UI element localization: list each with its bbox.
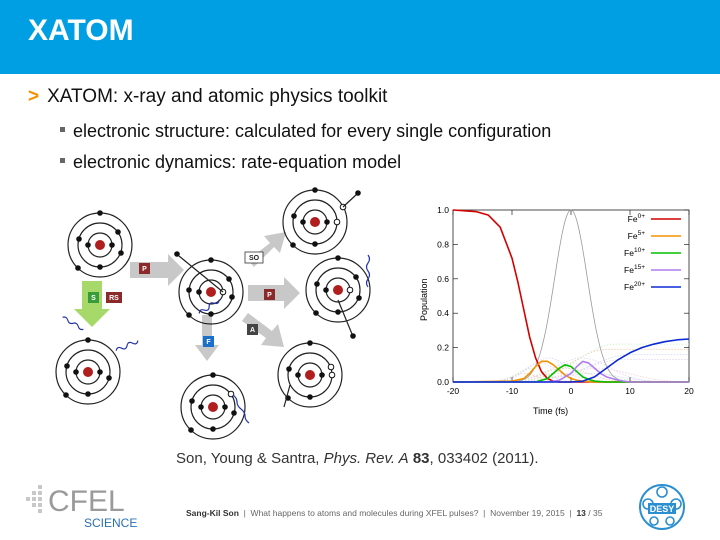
x-axis-label: Time (fs) (533, 406, 568, 416)
label-box-f (203, 336, 214, 347)
label-a: A (250, 327, 255, 334)
label-s: S (91, 295, 96, 302)
cfel-logo: CFEL SCIENCE (26, 485, 137, 530)
citation-rest: , 033402 (2011). (429, 450, 539, 467)
y-tick-label: 0.0 (437, 377, 449, 387)
x-tick-label: -20 (447, 386, 460, 396)
bullet-square-icon (60, 157, 65, 163)
label-box-a (247, 324, 258, 335)
footer-talk: What happens to atoms and molecules duri… (250, 508, 479, 518)
photon-wave-s (62, 316, 84, 331)
arrow-a-downright (242, 313, 284, 347)
series-lines (452, 209, 690, 383)
series-line-3 (453, 360, 689, 383)
label-so: SO (249, 255, 260, 262)
bullet-item: electronic structure: calculated for eve… (60, 121, 551, 142)
x-tick-label: 20 (684, 386, 694, 396)
label-f: F (206, 339, 211, 346)
legend: Fe0+ Fe5+ Fe10+ Fe15+ Fe20+ (624, 213, 681, 292)
footer-author: Sang-Kil Son (186, 508, 239, 518)
x-tick-label: 10 (625, 386, 635, 396)
desy-logo: DESY (639, 484, 685, 530)
atomic-process-diagram: P S RS SO P A F (55, 187, 371, 440)
bullet-text: electronic structure: calculated for eve… (73, 121, 552, 141)
label-box-p2 (264, 289, 275, 300)
title-bar: XATOM (0, 0, 720, 74)
bullet-item: electronic dynamics: rate-equation model (60, 152, 401, 173)
footer: Sang-Kil Son | What happens to atoms and… (186, 508, 603, 518)
photon-wave (198, 299, 220, 314)
atom-auger (277, 340, 343, 408)
atom-relaxed (55, 337, 121, 405)
footer-total: 35 (593, 508, 603, 518)
legend-label: Fe0+ (628, 213, 646, 224)
atom-initial (67, 210, 133, 278)
topline-text: XATOM: x-ray and atomic physics toolkit (47, 86, 388, 107)
label-box-rs (106, 292, 122, 303)
photon-wave-in (365, 254, 371, 288)
cfel-wordmark: CFEL (48, 485, 125, 518)
bullet-text: electronic dynamics: rate-equation model (73, 152, 402, 172)
desy-wordmark: DESY (650, 504, 675, 514)
legend-label: Fe20+ (624, 281, 645, 292)
x-tick-label: -10 (506, 386, 519, 396)
label-rs: RS (109, 295, 119, 302)
label-box-so (244, 251, 264, 264)
topline: > XATOM: x-ray and atomic physics toolkit (28, 86, 387, 108)
footer-page: 13 (576, 508, 586, 518)
y-tick-label: 0.2 (437, 343, 449, 353)
bullet-square-icon (60, 126, 65, 132)
label-p: P (142, 266, 147, 273)
x-tick-labels: -20 -10 0 10 20 (447, 386, 694, 396)
y-tick-label: 0.6 (437, 274, 449, 284)
citation-journal: Phys. Rev. A (323, 450, 409, 467)
arrow-p-right (130, 254, 184, 286)
atom-valence-ionized (305, 255, 371, 339)
legend-label: Fe5+ (628, 230, 646, 241)
legend-label: Fe10+ (624, 247, 645, 258)
y-axis-label: Population (419, 278, 429, 321)
photon-wave-f (232, 394, 250, 424)
footer-date: November 19, 2015 (490, 508, 565, 518)
series-line-4 (453, 338, 690, 383)
y-tick-label: 0.4 (437, 308, 449, 318)
atom-core-hole (174, 251, 244, 325)
plot-frame (452, 209, 690, 383)
citation-authors: Son, Young & Santra, (176, 450, 324, 467)
arrow-green-down (74, 281, 110, 327)
y-tick-labels: 0.0 0.2 0.4 0.6 0.8 1.0 (437, 205, 449, 387)
citation: Son, Young & Santra, Phys. Rev. A 83, 03… (176, 450, 539, 467)
cfel-science: SCIENCE (84, 516, 137, 530)
legend-label: Fe15+ (624, 264, 645, 275)
y-tick-label: 0.8 (437, 239, 449, 249)
x-tick-label: 0 (569, 386, 574, 396)
chevron-marker: > (28, 86, 40, 107)
label-box-p (139, 263, 150, 274)
label-p2: P (267, 292, 272, 299)
photon-wave-rs (115, 340, 139, 351)
label-box-s (88, 292, 99, 303)
citation-volume: 83 (412, 450, 430, 467)
slide-title: XATOM (28, 14, 134, 47)
population-chart: 0.0 0.2 0.4 0.6 0.8 1.0 -20 -10 0 10 20 Time (fs)… (419, 205, 694, 416)
atom-shake-off (282, 187, 361, 255)
atom-fluorescence (180, 372, 246, 440)
y-tick-label: 1.0 (437, 205, 449, 215)
series-line-2 (453, 364, 689, 383)
